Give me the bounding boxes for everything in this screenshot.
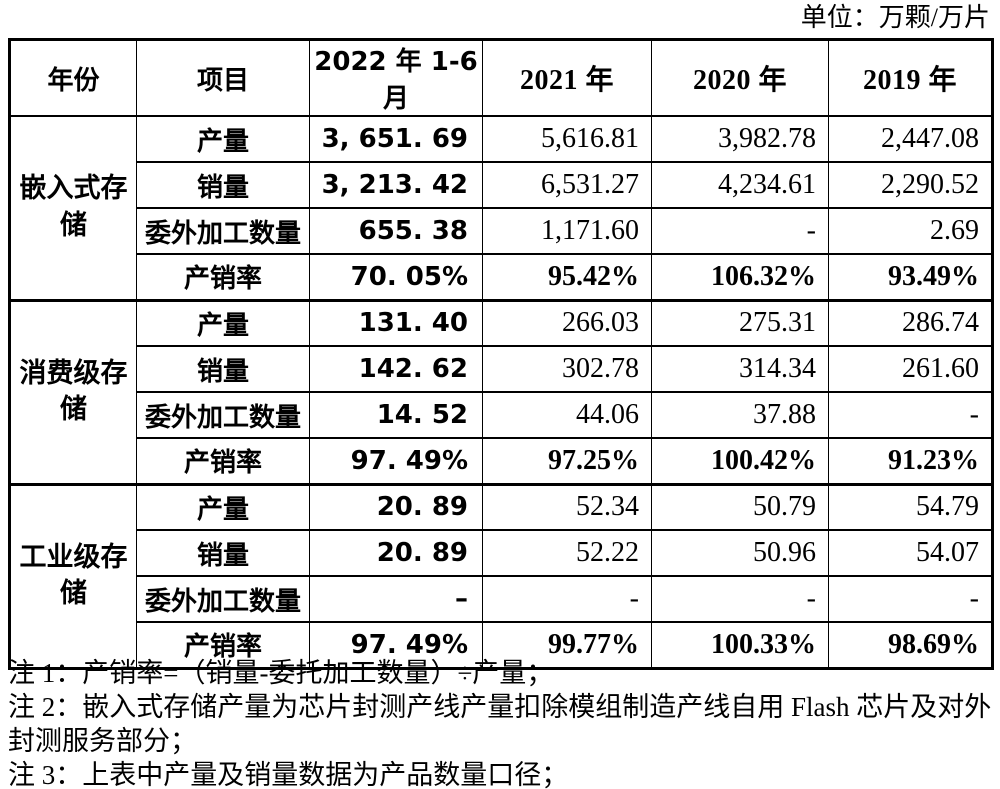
row-label: 委外加工数量 (136, 575, 310, 623)
value-2021: 302.78 (482, 345, 652, 393)
row-label: 销量 (136, 345, 310, 393)
value-2022: 20. 89 (309, 482, 483, 531)
value-2022: 655. 38 (309, 207, 483, 255)
category-consumer-storage: 消费级存储 (9, 298, 137, 485)
value-2021: 99.77% (482, 621, 652, 669)
value-2020: 106.32% (651, 253, 829, 301)
production-sales-table: 年份 项目 2022 年 1-6 月 2021 年 2020 年 2019 年 … (8, 38, 994, 670)
value-2020: 314.34 (651, 345, 829, 393)
header-row: 年份 项目 2022 年 1-6 月 2021 年 2020 年 2019 年 (9, 39, 993, 117)
value-2022: 14. 52 (309, 391, 483, 439)
value-2020: 4,234.61 (651, 161, 829, 209)
row-label: 产量 (136, 298, 310, 347)
footnotes: 注 1：产销率=（销量-委托加工数量）÷产量； 注 2：嵌入式存储产量为芯片封测… (8, 656, 992, 789)
value-2019: 54.07 (828, 529, 993, 577)
value-2020: 275.31 (651, 298, 829, 347)
header-year-col: 年份 (9, 39, 137, 117)
row-label: 产销率 (136, 437, 310, 485)
value-2022: 97. 49% (309, 621, 483, 669)
row-label: 销量 (136, 529, 310, 577)
value-2019: 54.79 (828, 482, 993, 531)
category-industrial-storage: 工业级存储 (9, 482, 137, 669)
row-label: 产销率 (136, 621, 310, 669)
unit-label: 单位：万颗/万片 (800, 3, 990, 32)
value-2021: 44.06 (482, 391, 652, 439)
value-2021: 266.03 (482, 298, 652, 347)
row-label: 产销率 (136, 253, 310, 301)
table-row: 产销率 97. 49% 97.25% 100.42% 91.23% (10, 437, 993, 485)
value-2020: 100.33% (651, 621, 829, 669)
header-2020: 2020 年 (651, 39, 829, 117)
value-2020: 50.79 (651, 482, 829, 531)
value-2019: - (828, 575, 993, 623)
table-row: 委外加工数量 14. 52 44.06 37.88 - (10, 391, 993, 439)
value-2022: – (309, 575, 483, 623)
table-row: 销量 3, 213. 42 6,531.27 4,234.61 2,290.52 (10, 161, 993, 209)
value-2019: 91.23% (828, 437, 993, 485)
value-2019: 2,447.08 (828, 115, 993, 163)
value-2021: 6,531.27 (482, 161, 652, 209)
value-2020: 37.88 (651, 391, 829, 439)
value-2022: 142. 62 (309, 345, 483, 393)
table-row: 消费级存储 产量 131. 40 266.03 275.31 286.74 (9, 298, 993, 485)
value-2020: 50.96 (651, 529, 829, 577)
table-row: 委外加工数量 655. 38 1,171.60 - 2.69 (10, 207, 993, 255)
table-row: 产销率 70. 05% 95.42% 106.32% 93.49% (10, 253, 993, 301)
value-2022: 3, 213. 42 (309, 161, 483, 209)
table-row: 销量 142. 62 302.78 314.34 261.60 (10, 345, 993, 393)
row-label: 委外加工数量 (136, 391, 310, 439)
note-3: 注 3：上表中产量及销量数据为产品数量口径； (8, 760, 569, 789)
row-label: 产量 (136, 115, 310, 163)
table-row: 嵌入式存储 产量 3, 651. 69 5,616.81 3,982.78 2,… (9, 115, 993, 301)
value-2021: 52.34 (482, 482, 652, 531)
value-2022: 97. 49% (309, 437, 483, 485)
value-2019: 93.49% (828, 253, 993, 301)
value-2021: - (482, 575, 652, 623)
value-2019: 261.60 (828, 345, 993, 393)
header-2019: 2019 年 (828, 39, 993, 117)
value-2020: 3,982.78 (651, 115, 829, 163)
table-row: 销量 20. 89 52.22 50.96 54.07 (10, 529, 993, 577)
value-2020: 100.42% (651, 437, 829, 485)
category-embedded-storage: 嵌入式存储 (9, 115, 137, 301)
value-2019: 2.69 (828, 207, 993, 255)
header-2021: 2021 年 (482, 39, 652, 117)
row-label: 产量 (136, 482, 310, 531)
note-1: 注 1：产销率=（销量-委托加工数量）÷产量； (8, 658, 554, 688)
value-2022: 3, 651. 69 (309, 115, 483, 163)
value-2021: 95.42% (482, 253, 652, 301)
note-2: 注 2：嵌入式存储产量为芯片封测产线产量扣除模组制造产线自用 Flash 芯片及… (8, 692, 992, 756)
value-2019: 98.69% (828, 621, 993, 669)
value-2019: 286.74 (828, 298, 993, 347)
value-2022: 70. 05% (309, 253, 483, 301)
value-2022: 131. 40 (309, 298, 483, 347)
value-2019: 2,290.52 (828, 161, 993, 209)
row-label: 销量 (136, 161, 310, 209)
value-2022: 20. 89 (309, 529, 483, 577)
table-row: 委外加工数量 – - - - (10, 575, 993, 623)
header-item-col: 项目 (136, 39, 310, 117)
value-2021: 52.22 (482, 529, 652, 577)
value-2020: - (651, 207, 829, 255)
value-2021: 1,171.60 (482, 207, 652, 255)
value-2019: - (828, 391, 993, 439)
table-row: 产销率 97. 49% 99.77% 100.33% 98.69% (10, 621, 993, 669)
value-2021: 97.25% (482, 437, 652, 485)
table-row: 工业级存储 产量 20. 89 52.34 50.79 54.79 (9, 482, 993, 669)
row-label: 委外加工数量 (136, 207, 310, 255)
value-2020: - (651, 575, 829, 623)
value-2021: 5,616.81 (482, 115, 652, 163)
header-2022h1: 2022 年 1-6 月 (309, 39, 483, 117)
